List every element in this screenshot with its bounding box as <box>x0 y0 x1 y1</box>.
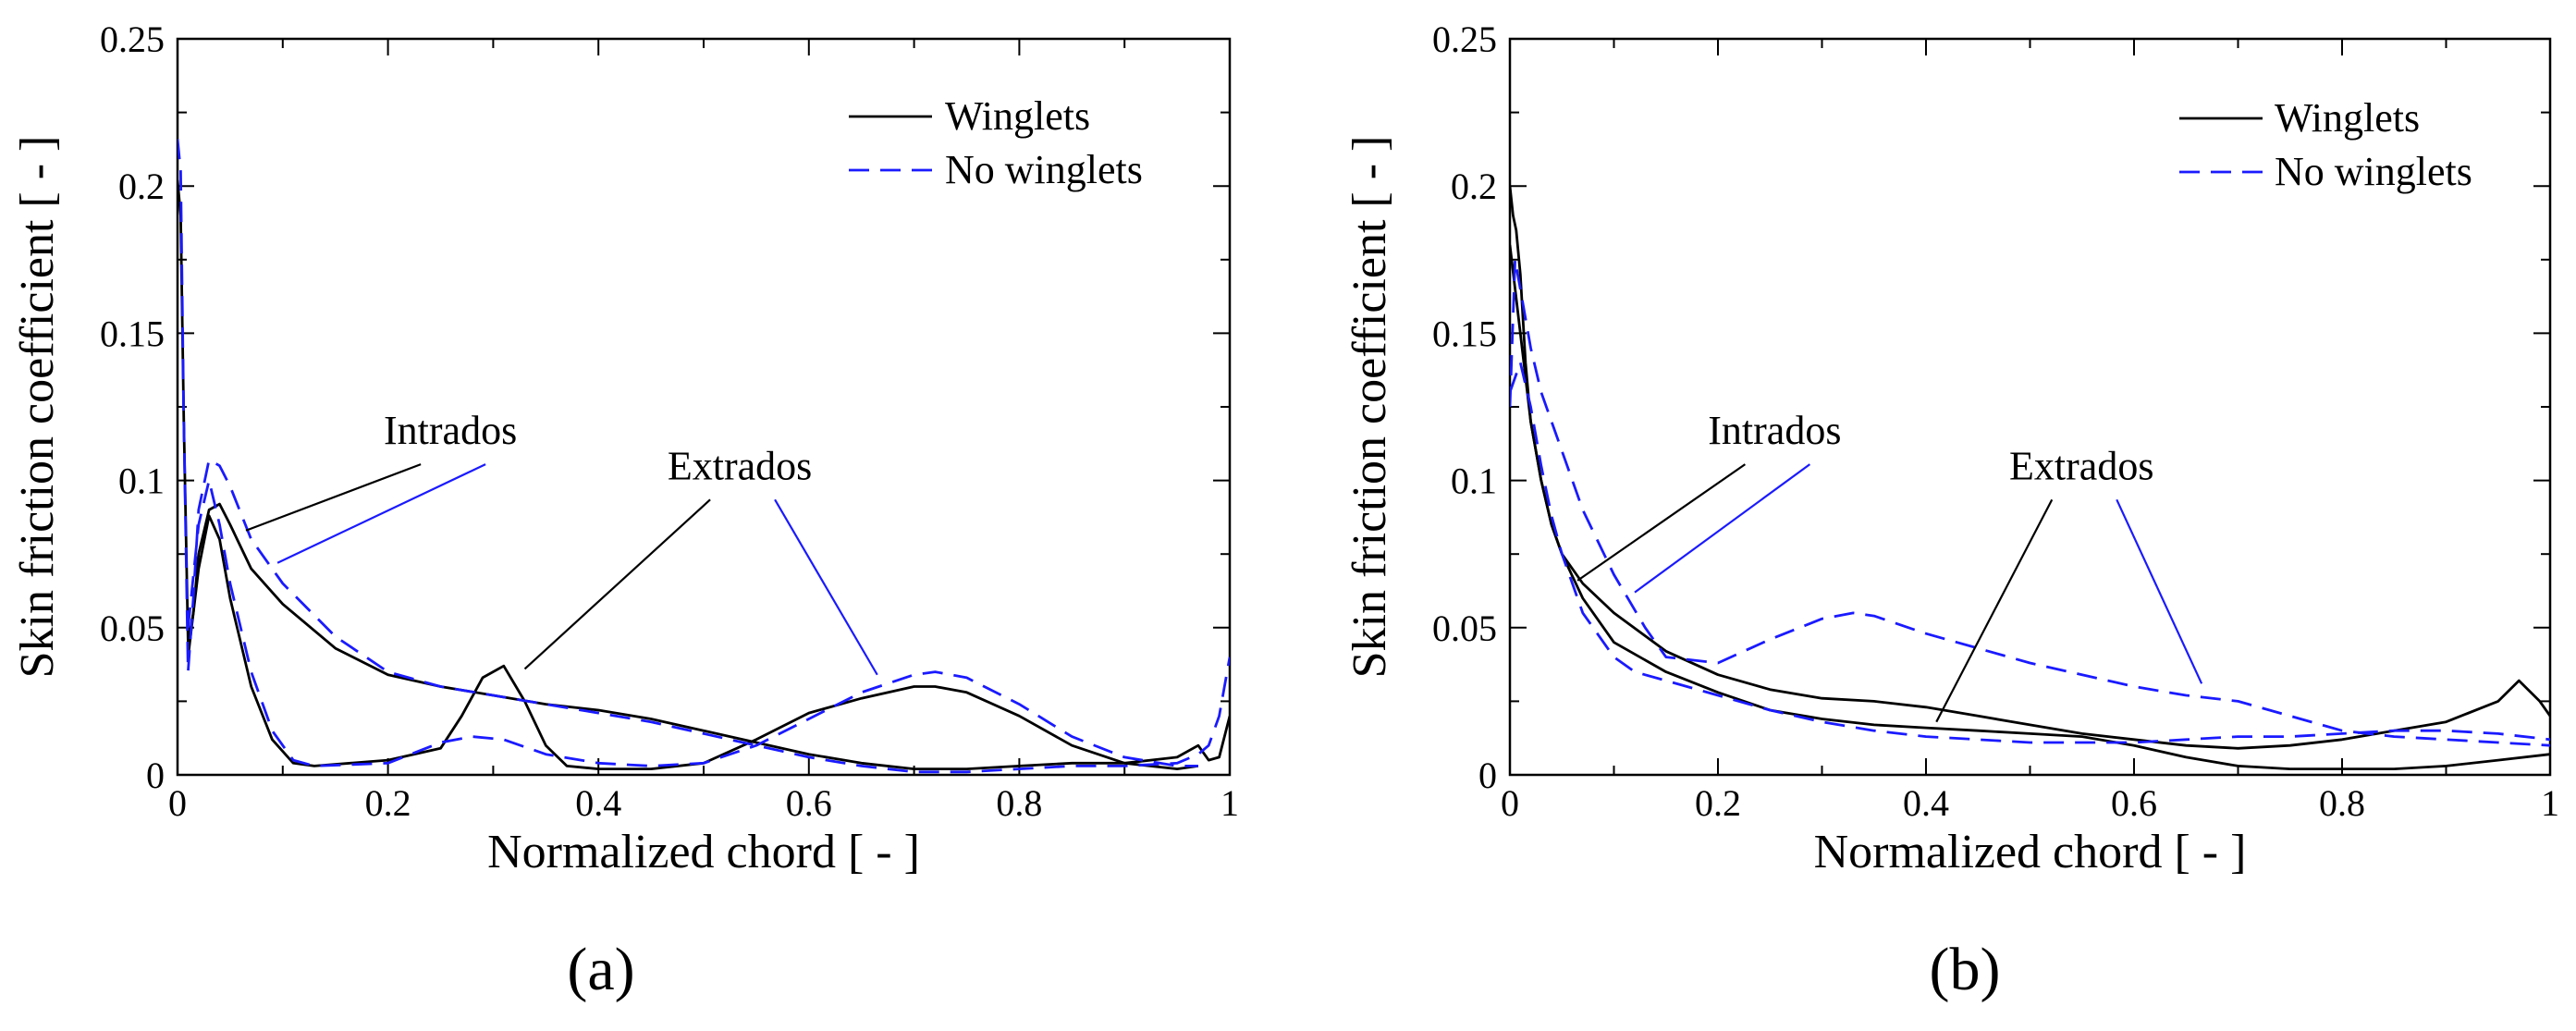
panel-caption: (a) <box>567 936 634 1003</box>
annotation-label: Extrados <box>2009 443 2153 488</box>
chart-panel-a: 0 0.2 0.4 0.6 0.8 1 0 0.05 0.1 0.15 0.2 0.25 Normali… <box>11 18 1239 1003</box>
y-tick-label: 0.1 <box>1451 460 1497 502</box>
legend-label-winglets: Winglets <box>2275 95 2420 141</box>
x-tick-label: 1 <box>2541 782 2559 824</box>
annotation-extrados: Extrados <box>1935 443 2203 723</box>
series-line-winglets-extrados <box>187 514 1199 770</box>
y-tick-label: 0.05 <box>1432 608 1497 649</box>
x-tick-label: 0.4 <box>575 782 621 824</box>
annotation-pointer <box>245 463 422 532</box>
chart-panel-b: 0 0.2 0.4 0.6 0.8 1 0 0.05 0.1 0.15 0.2 0.25 Normali… <box>1343 18 2559 1003</box>
annotation-label: Extrados <box>668 443 812 488</box>
y-tick-label: 0.1 <box>118 460 165 502</box>
y-tick-label: 0.15 <box>1432 313 1497 354</box>
y-tick-label: 0.05 <box>100 608 165 649</box>
annotation-pointer <box>1576 463 1747 582</box>
annotation-label: Intrados <box>384 408 517 453</box>
y-tick-label: 0.2 <box>118 166 165 207</box>
annotation-label: Intrados <box>1708 408 1841 453</box>
y-tick-label: 0 <box>146 755 165 796</box>
annotation-pointer <box>1634 463 1811 594</box>
annotation-pointer <box>1935 498 2054 723</box>
legend-label-no-winglets: No winglets <box>945 147 1143 192</box>
x-axis-title: Normalized chord [ - ] <box>487 826 920 878</box>
x-axis-title: Normalized chord [ - ] <box>1814 826 2247 878</box>
legend: Winglets No winglets <box>2179 95 2472 194</box>
x-tick-label: 0.6 <box>2111 782 2157 824</box>
x-tick-label: 0.8 <box>996 782 1042 824</box>
y-tick-label: 0 <box>1478 755 1497 796</box>
y-tick-label: 0.25 <box>1432 18 1497 60</box>
x-tick-label: 0.8 <box>2319 782 2365 824</box>
x-tick-label: 0.4 <box>1903 782 1949 824</box>
series-winglets <box>178 179 1230 770</box>
x-tick-label: 0.2 <box>365 782 411 824</box>
annotation-intrados: Intrados <box>245 408 517 564</box>
series-line-no-winglets-extrados <box>1510 361 2550 744</box>
x-tick-label: 0 <box>1501 782 1519 824</box>
x-tick-label: 0 <box>168 782 187 824</box>
series-line-no-winglets-extrados <box>187 479 1198 767</box>
y-tick-label: 0.25 <box>100 18 165 60</box>
annotation-pointer <box>523 498 711 670</box>
series-line-winglets-extrados <box>1510 244 2550 770</box>
annotation-pointer <box>2116 498 2203 684</box>
y-axis-title: Skin friction coefficient [ - ] <box>11 136 64 679</box>
series-line-no-winglets-intrados <box>178 139 1230 774</box>
annotation-pointer <box>276 463 486 564</box>
series-no-winglets <box>178 139 1230 774</box>
legend-label-winglets: Winglets <box>945 93 1090 139</box>
y-axis-title: Skin friction coefficient [ - ] <box>1343 136 1396 679</box>
legend-label-no-winglets: No winglets <box>2275 149 2472 194</box>
x-tick-label: 0.6 <box>786 782 832 824</box>
legend: Winglets No winglets <box>849 93 1143 192</box>
series-line-winglets-intrados <box>178 179 1230 770</box>
panel-caption: (b) <box>1930 936 2001 1003</box>
x-tick-label: 0.2 <box>1695 782 1741 824</box>
annotation-pointer <box>774 498 878 676</box>
y-tick-label: 0.15 <box>100 313 165 354</box>
y-tick-label: 0.2 <box>1451 166 1497 207</box>
annotation-extrados: Extrados <box>523 443 878 676</box>
series-no-winglets <box>1510 258 2550 747</box>
annotation-intrados: Intrados <box>1576 408 1841 594</box>
x-tick-label: 1 <box>1221 782 1239 824</box>
